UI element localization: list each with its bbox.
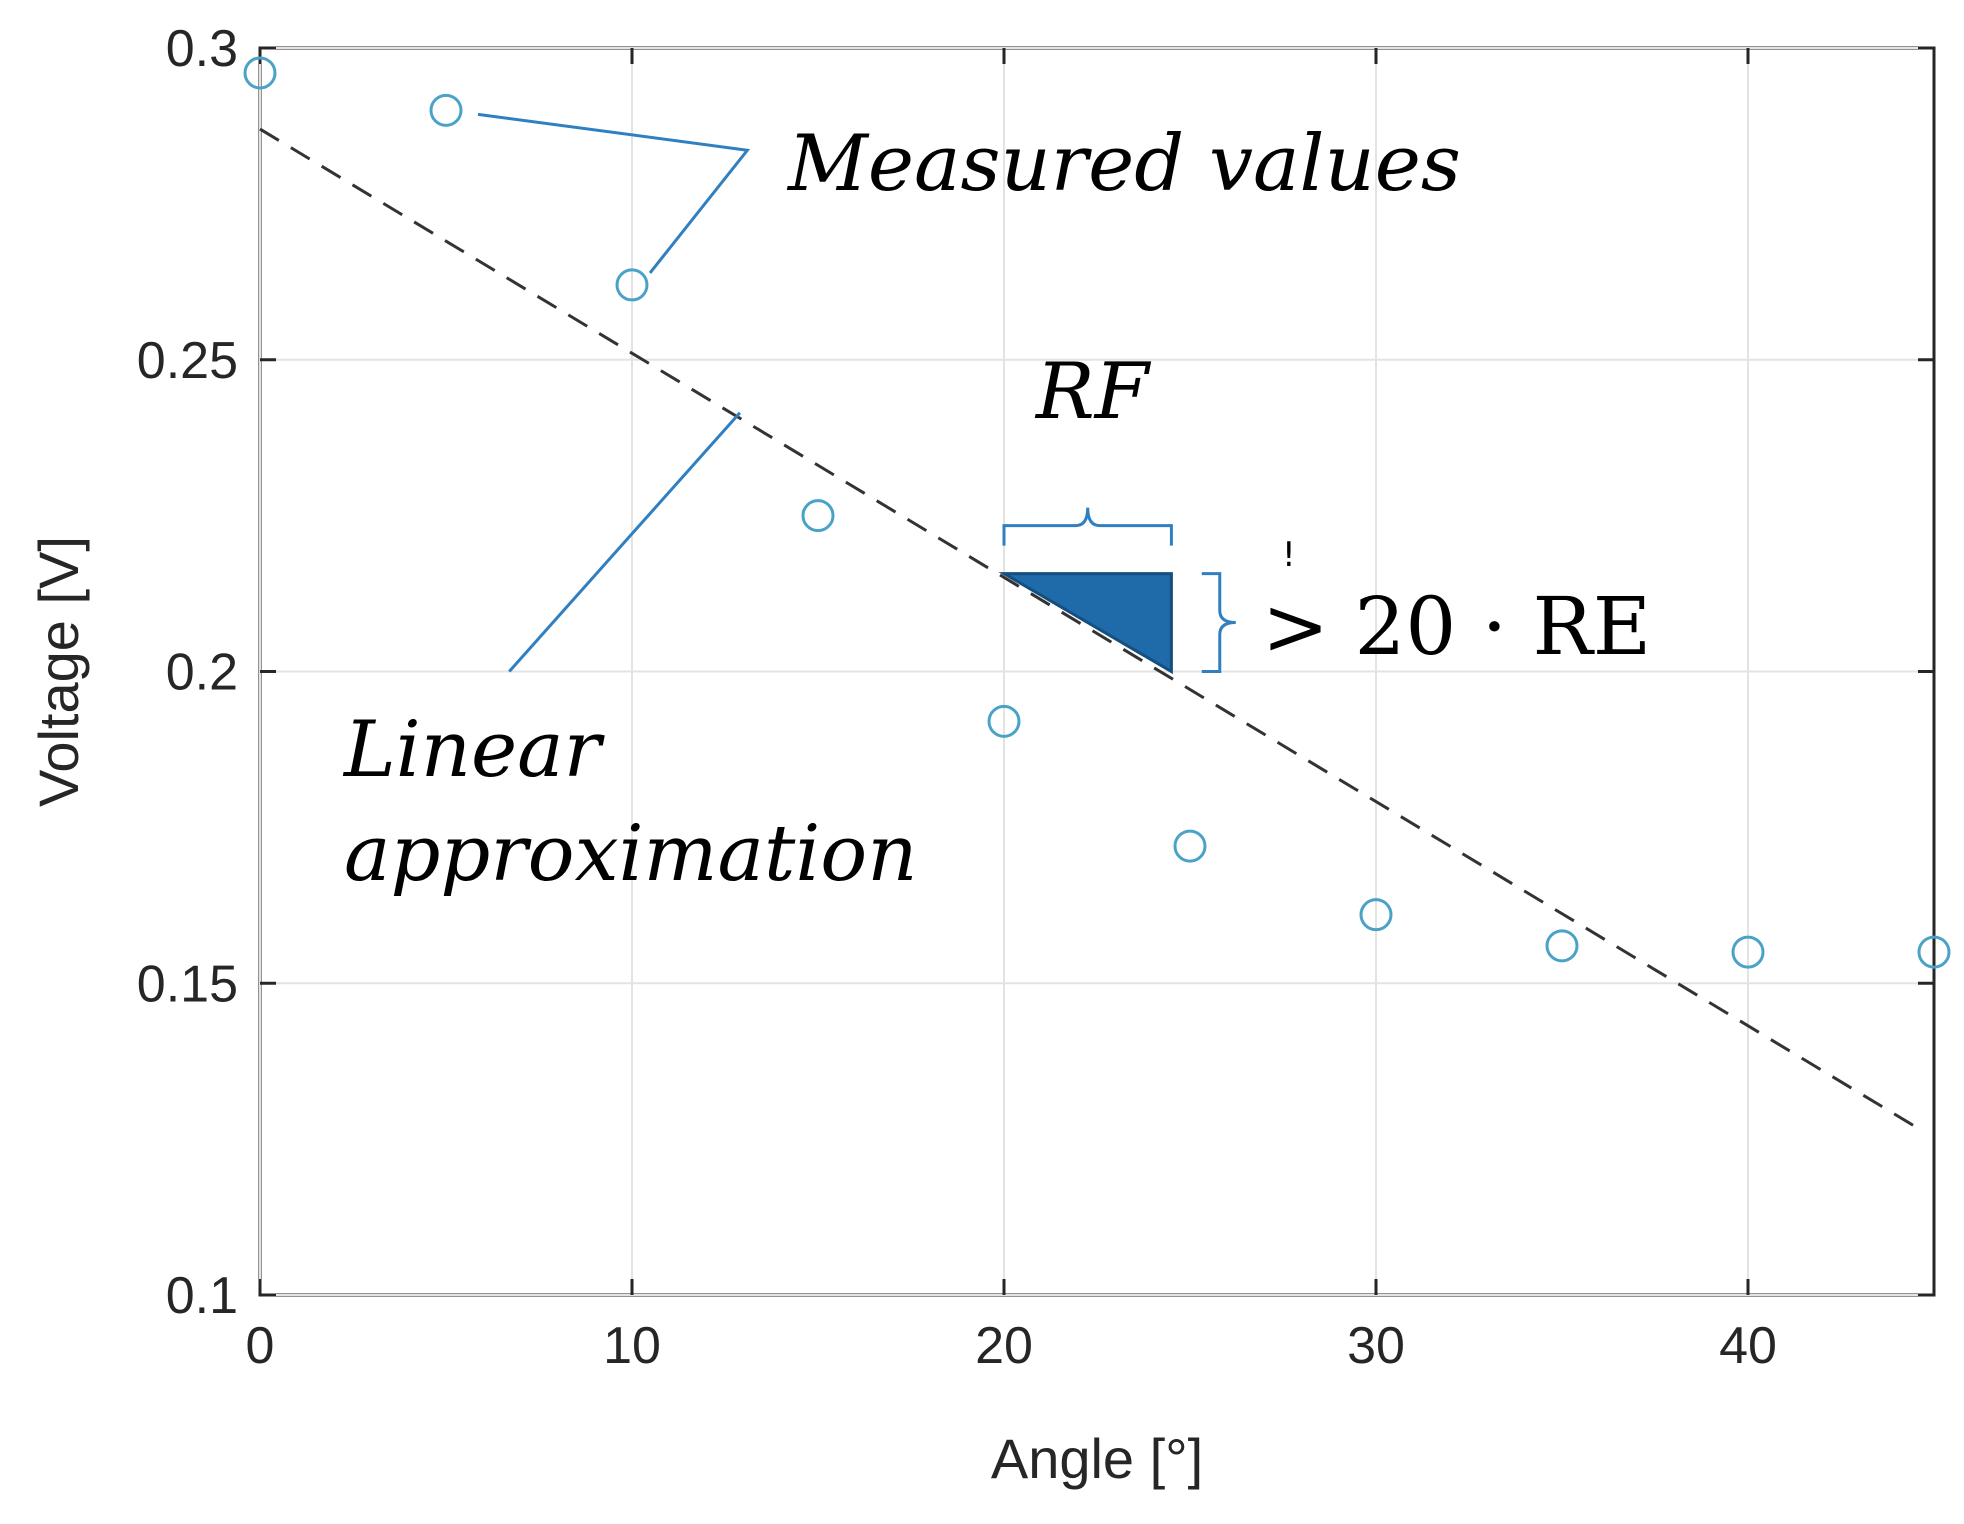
data-point <box>1359 898 1393 932</box>
data-point <box>1917 935 1951 969</box>
data-point <box>1545 929 1579 963</box>
linear-approximation-leader <box>508 411 741 673</box>
data-point <box>1731 935 1765 969</box>
re-bracket <box>1201 572 1236 673</box>
rf-label: RF <box>1034 347 1152 437</box>
x-tick-labels: 0 10 20 30 40 <box>246 1317 1777 1375</box>
data-point <box>1173 829 1207 863</box>
y-tick-label: 0.15 <box>137 955 238 1013</box>
linear-label-line2: approximation <box>344 809 918 899</box>
condition-label: > 20 · RE <box>1262 580 1651 673</box>
linear-label-line1: Linear <box>342 705 606 795</box>
y-tick-label: 0.3 <box>166 20 238 78</box>
measured-values-label: Measured values <box>786 119 1461 209</box>
grid <box>259 47 1934 1296</box>
x-axis-title: Angle [°] <box>991 1427 1203 1490</box>
condition-mark: ! <box>1282 535 1296 575</box>
brackets <box>1002 507 1236 673</box>
tick-marks <box>258 46 1934 1297</box>
slope-triangle <box>998 572 1173 675</box>
data-point <box>429 93 463 127</box>
x-tick-label: 40 <box>1719 1317 1777 1375</box>
measured-values-leader <box>477 112 751 274</box>
y-tick-label: 0.25 <box>137 332 238 390</box>
data-points <box>243 56 1951 969</box>
x-tick-label: 30 <box>1347 1317 1405 1375</box>
y-tick-labels: 0.1 0.15 0.2 0.25 0.3 <box>137 20 238 1325</box>
y-axis-title: Voltage [V] <box>27 536 90 807</box>
y-tick-label: 0.2 <box>166 644 238 702</box>
data-point <box>801 499 835 533</box>
rf-bracket <box>1002 507 1173 546</box>
x-tick-label: 0 <box>246 1317 275 1375</box>
data-point <box>987 704 1021 738</box>
y-tick-label: 0.1 <box>166 1267 238 1325</box>
data-point <box>243 56 277 90</box>
leader-lines <box>477 112 751 673</box>
x-tick-label: 20 <box>975 1317 1033 1375</box>
x-tick-label: 10 <box>603 1317 661 1375</box>
data-point <box>615 268 649 302</box>
